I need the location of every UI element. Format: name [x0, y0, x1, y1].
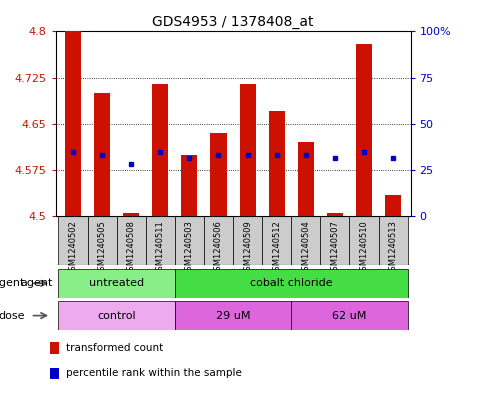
Title: GDS4953 / 1378408_at: GDS4953 / 1378408_at [152, 15, 314, 29]
Bar [356, 44, 372, 216]
Bar [320, 216, 349, 265]
Text: GSM1240507: GSM1240507 [330, 220, 340, 276]
Bar [58, 301, 175, 330]
Bar [175, 301, 291, 330]
Bar [211, 133, 227, 216]
Bar [291, 301, 408, 330]
Text: GSM1240511: GSM1240511 [156, 220, 165, 276]
Bar [262, 216, 291, 265]
Bar [87, 216, 117, 265]
Bar [58, 216, 87, 265]
Text: agent: agent [21, 278, 53, 288]
Text: dose: dose [0, 310, 25, 321]
Bar [379, 216, 408, 265]
Bar [123, 213, 139, 216]
Text: 62 uM: 62 uM [332, 310, 367, 321]
Bar [146, 216, 175, 265]
Bar [291, 216, 320, 265]
Bar [182, 154, 198, 216]
Text: percentile rank within the sample: percentile rank within the sample [66, 368, 242, 378]
Bar [175, 216, 204, 265]
Bar [349, 216, 379, 265]
Text: control: control [98, 310, 136, 321]
Text: GSM1240513: GSM1240513 [389, 220, 398, 276]
Bar [204, 216, 233, 265]
Text: GSM1240502: GSM1240502 [69, 220, 77, 276]
Text: GSM1240508: GSM1240508 [127, 220, 136, 276]
Text: agent: agent [0, 278, 25, 288]
Bar [94, 93, 110, 216]
Text: transformed count: transformed count [66, 343, 163, 353]
Bar [385, 195, 401, 216]
Text: GSM1240512: GSM1240512 [272, 220, 281, 276]
Bar [175, 269, 408, 298]
Text: GSM1240504: GSM1240504 [301, 220, 310, 276]
Text: GSM1240503: GSM1240503 [185, 220, 194, 276]
Bar [65, 31, 81, 216]
Bar [240, 84, 256, 216]
Text: untreated: untreated [89, 278, 144, 288]
Bar [327, 213, 343, 216]
Text: GSM1240506: GSM1240506 [214, 220, 223, 276]
Bar [50, 342, 58, 354]
Bar [152, 84, 168, 216]
Text: 29 uM: 29 uM [216, 310, 250, 321]
Bar [298, 142, 314, 216]
Text: cobalt chloride: cobalt chloride [250, 278, 333, 288]
Bar [58, 269, 175, 298]
Bar [269, 112, 284, 216]
Text: GSM1240510: GSM1240510 [359, 220, 369, 276]
Text: GSM1240505: GSM1240505 [98, 220, 107, 276]
Bar [233, 216, 262, 265]
Bar [50, 368, 58, 379]
Text: GSM1240509: GSM1240509 [243, 220, 252, 276]
Bar [117, 216, 146, 265]
